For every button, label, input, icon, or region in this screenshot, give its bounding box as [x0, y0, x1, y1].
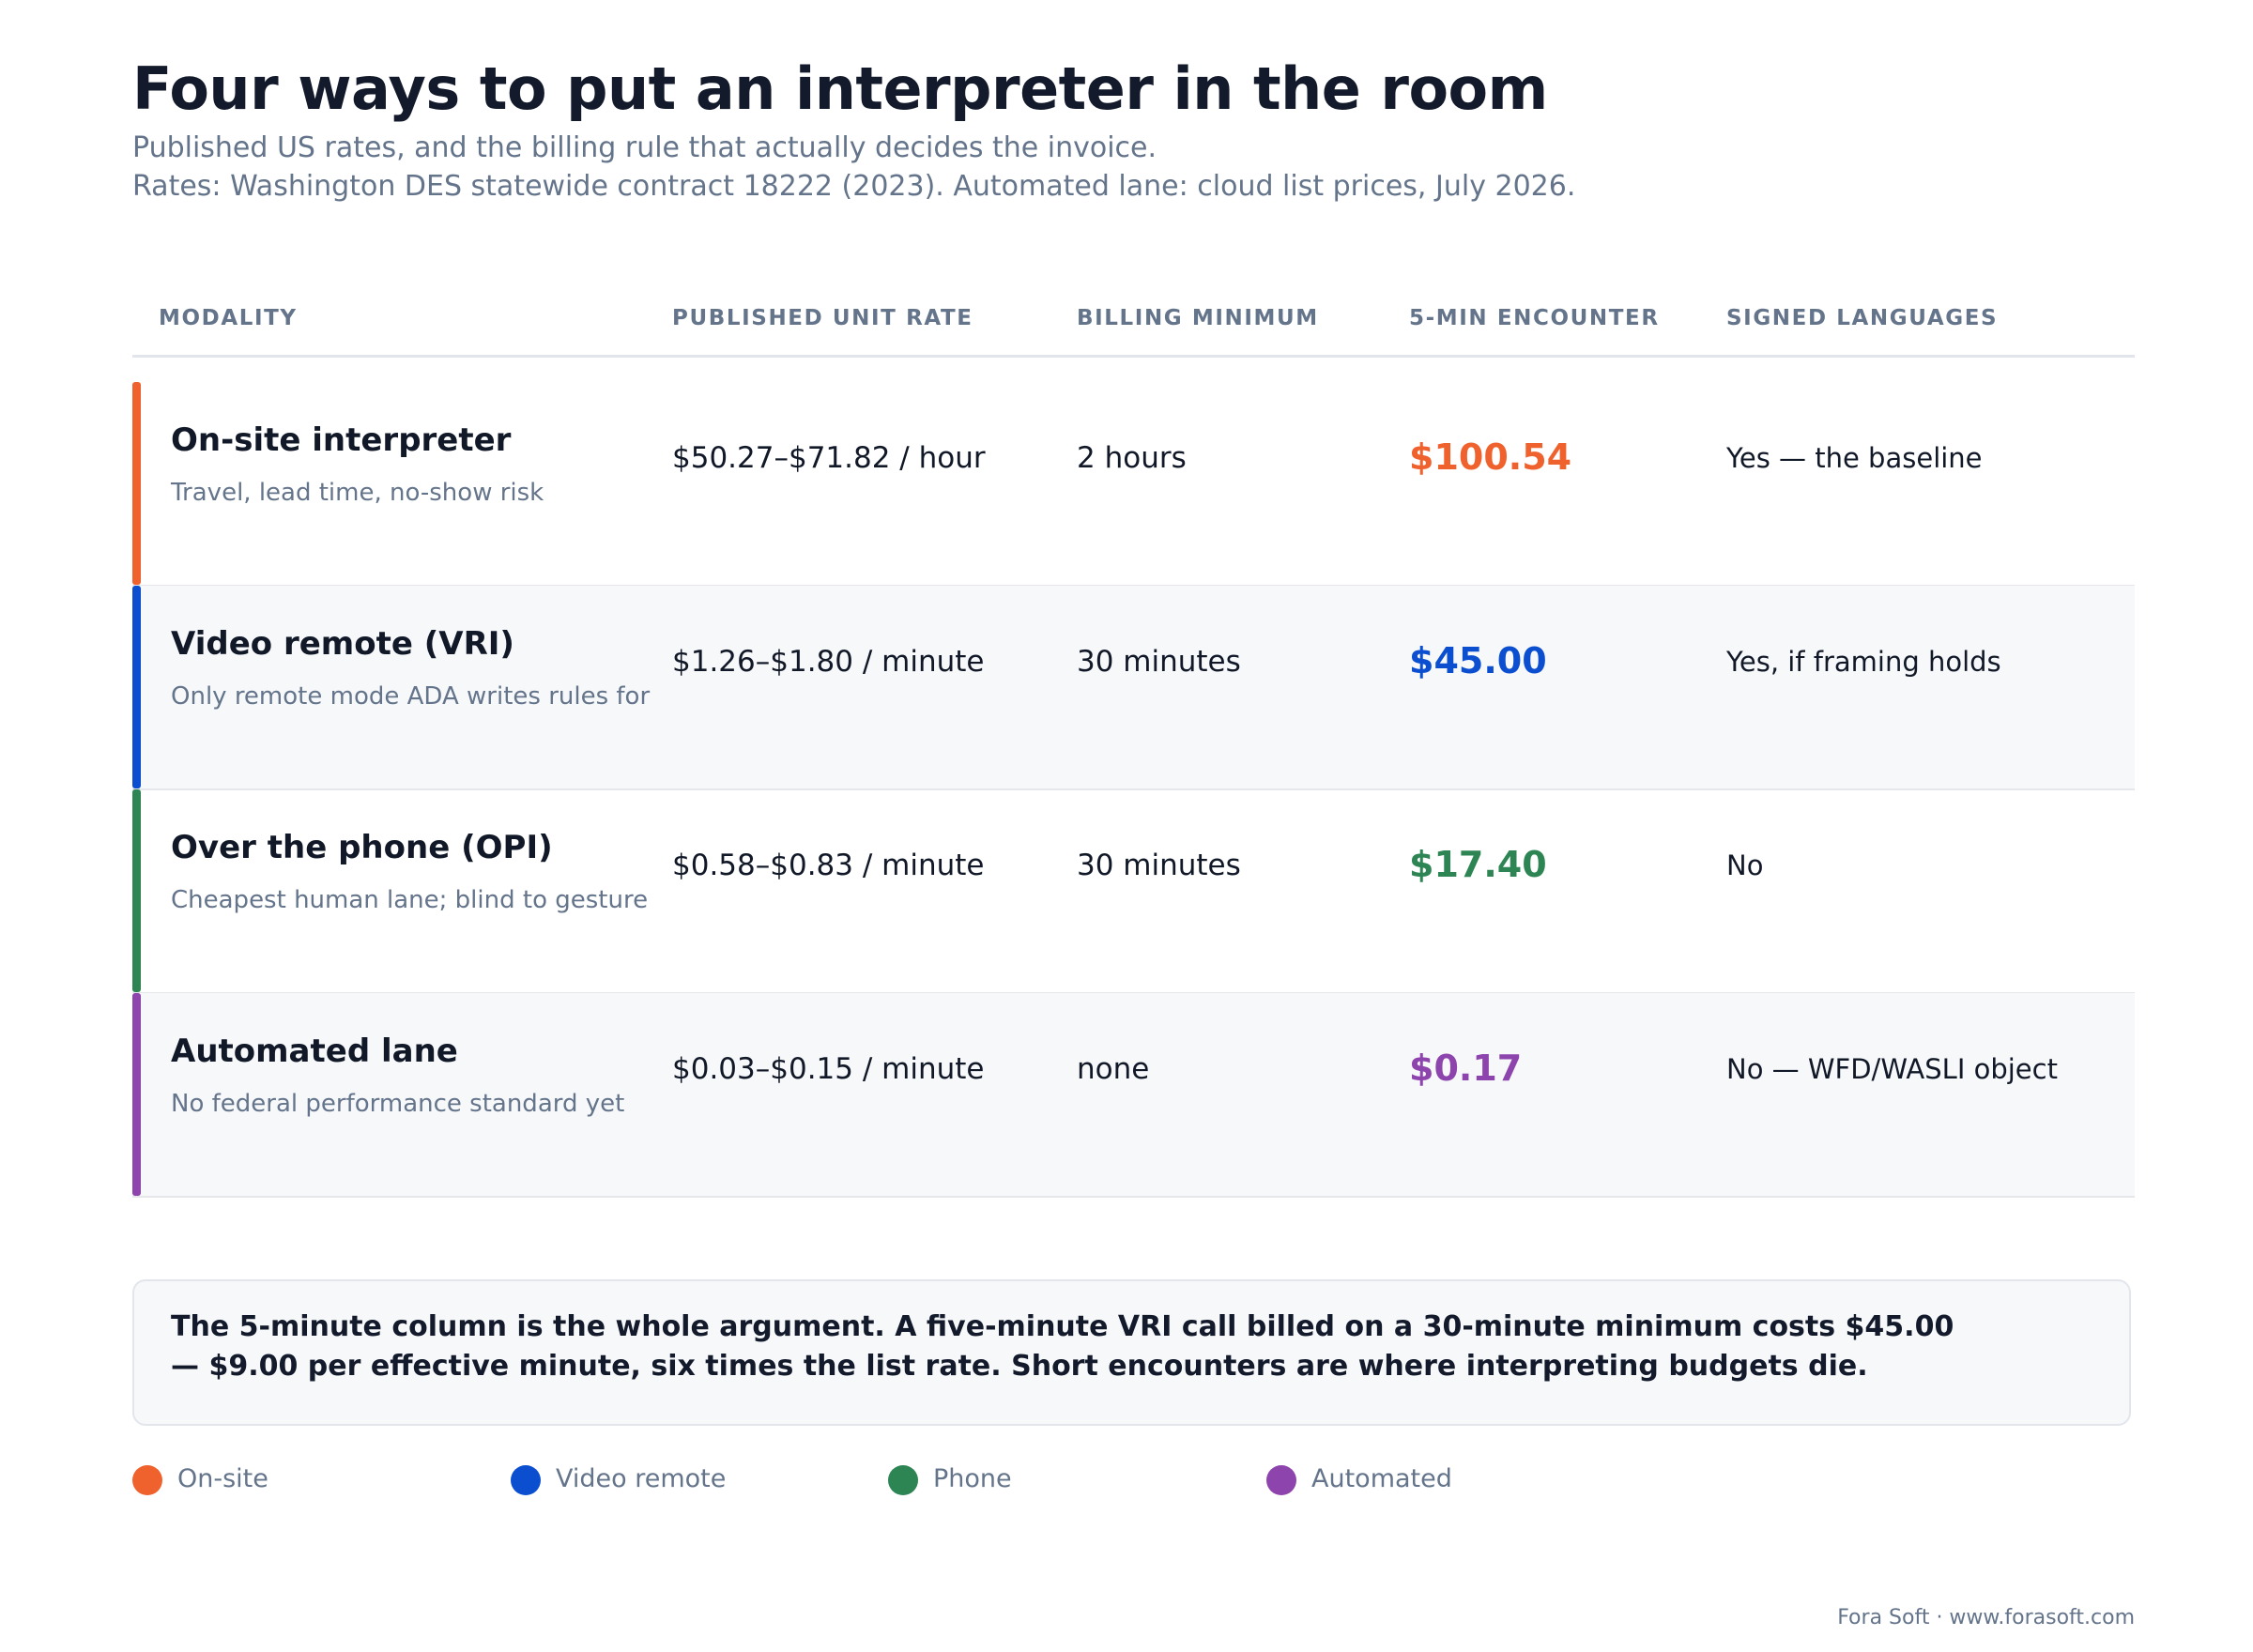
billing-minimum: 2 hours [1077, 441, 1187, 475]
legend-label: Phone [933, 1464, 1012, 1493]
table-row: Video remote (VRI) Only remote mode ADA … [132, 586, 2135, 790]
column-header-modality: MODALITY [159, 306, 298, 330]
modality-name: On-site interpreter [171, 421, 512, 459]
column-header-signed-languages: SIGNED LANGUAGES [1726, 306, 1999, 330]
legend-dot [888, 1465, 918, 1495]
modality-note: Travel, lead time, no-show risk [171, 479, 544, 507]
five-min-cost: $100.54 [1409, 436, 1572, 478]
table-row: Automated lane No federal performance st… [132, 993, 2135, 1198]
signed-languages: Yes — the baseline [1726, 442, 1983, 474]
row-accent-bar [132, 789, 141, 992]
page-title: Four ways to put an interpreter in the r… [132, 54, 1548, 123]
modality-note: Only remote mode ADA writes rules for [171, 682, 651, 711]
row-accent-bar [132, 382, 141, 585]
unit-rate: $50.27–$71.82 / hour [672, 441, 986, 475]
five-min-cost: $45.00 [1409, 640, 1547, 681]
signed-languages: No [1726, 849, 1764, 881]
page-subtitle: Published US rates, and the billing rule… [132, 131, 1157, 164]
legend-label: On-site [177, 1464, 268, 1493]
unit-rate: $0.58–$0.83 / minute [672, 849, 985, 882]
column-header-billing-minimum: BILLING MINIMUM [1077, 306, 1319, 330]
row-accent-bar [132, 586, 141, 788]
legend-label: Video remote [556, 1464, 727, 1493]
legend-dot [1266, 1465, 1296, 1495]
billing-minimum: 30 minutes [1077, 849, 1241, 882]
billing-minimum: 30 minutes [1077, 645, 1241, 679]
row-accent-bar [132, 993, 141, 1196]
signed-languages: Yes, if framing holds [1726, 646, 2001, 678]
legend-dot [511, 1465, 541, 1495]
key-takeaway-callout: The 5-minute column is the whole argumen… [132, 1279, 2131, 1426]
column-header-5-min-encounter: 5-MIN ENCOUNTER [1409, 306, 1660, 330]
five-min-cost: $17.40 [1409, 844, 1547, 885]
table-row: On-site interpreter Travel, lead time, n… [132, 382, 2135, 587]
rates-source-note: Rates: Washington DES statewide contract… [132, 170, 1576, 203]
modality-note: No federal performance standard yet [171, 1090, 625, 1118]
column-header-unit-rate: PUBLISHED UNIT RATE [672, 306, 973, 330]
callout-text: The 5-minute column is the whole argumen… [171, 1310, 1954, 1383]
signed-languages: No — WFD/WASLI object [1726, 1053, 2058, 1085]
table-header: MODALITY PUBLISHED UNIT RATE BILLING MIN… [132, 306, 2135, 358]
modality-note: Cheapest human lane; blind to gesture [171, 886, 649, 914]
modality-name: Video remote (VRI) [171, 625, 514, 663]
unit-rate: $0.03–$0.15 / minute [672, 1052, 985, 1086]
modality-name: Automated lane [171, 1032, 458, 1070]
unit-rate: $1.26–$1.80 / minute [672, 645, 985, 679]
footer-credit: Fora Soft · www.forasoft.com [1837, 1606, 2135, 1629]
table-row: Over the phone (OPI) Cheapest human lane… [132, 789, 2135, 994]
legend-label: Automated [1311, 1464, 1452, 1493]
billing-minimum: none [1077, 1052, 1150, 1086]
legend-dot [132, 1465, 162, 1495]
modality-name: Over the phone (OPI) [171, 829, 553, 866]
five-min-cost: $0.17 [1409, 1048, 1523, 1089]
